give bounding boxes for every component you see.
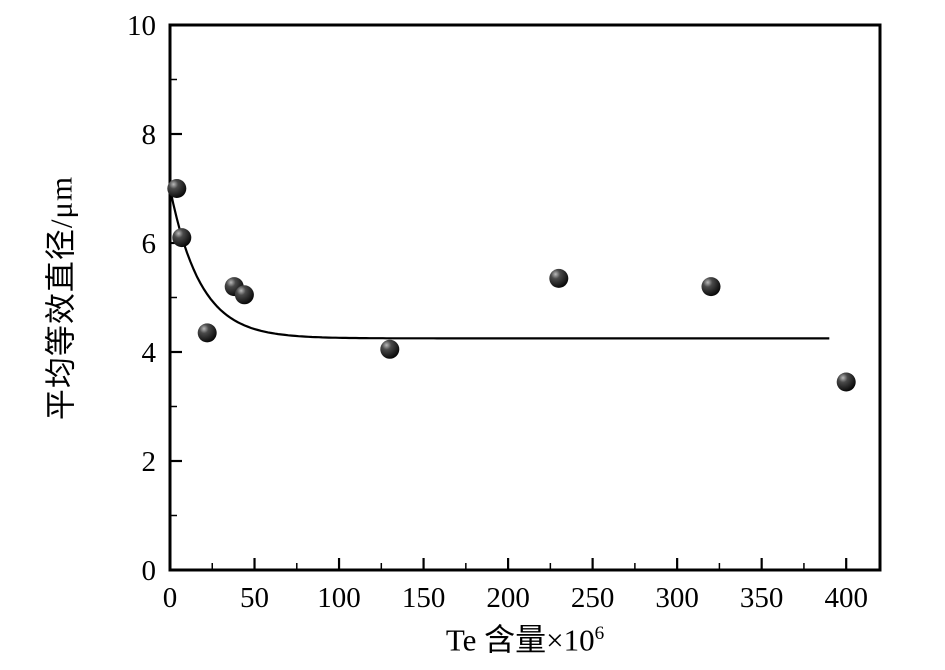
x-tick-label: 250 <box>571 582 615 614</box>
y-tick-label: 6 <box>142 228 157 260</box>
x-axis-label-text: Te 含量×10 <box>445 622 595 658</box>
x-tick-label: 200 <box>486 582 530 614</box>
data-point <box>836 372 856 392</box>
x-axis-label-exponent: 6 <box>594 623 605 645</box>
data-point <box>167 179 187 198</box>
y-tick-label: 0 <box>142 555 157 587</box>
data-points <box>167 179 856 392</box>
x-tick-label: 50 <box>240 582 269 614</box>
axis-frame <box>168 23 882 572</box>
tick-labels: 0 50 100 150 200 250 300 350 400 0 2 4 6 8 10 <box>127 10 868 614</box>
data-point <box>234 285 254 305</box>
y-tick-label: 8 <box>142 119 157 151</box>
y-axis-label: 平均等效直径/μm <box>36 176 81 420</box>
x-axis-label: Te 含量×106 <box>446 615 604 660</box>
y-axis-label-text: 平均等效直径/μm <box>43 175 79 421</box>
data-point <box>549 268 569 288</box>
y-tick-label: 2 <box>142 446 157 478</box>
data-point <box>701 277 721 297</box>
y-tick-label: 10 <box>127 10 156 42</box>
x-tick-label: 300 <box>655 582 699 614</box>
x-tick-label: 150 <box>402 582 446 614</box>
y-tick-label: 4 <box>142 337 157 369</box>
data-point <box>172 228 192 248</box>
x-tick-label: 100 <box>317 582 361 614</box>
data-point <box>197 323 217 343</box>
data-point <box>380 339 400 359</box>
x-tick-label: 0 <box>163 582 178 614</box>
x-tick-label: 400 <box>824 582 868 614</box>
axis-ticks <box>168 23 848 572</box>
fit-curve <box>168 188 830 340</box>
x-tick-label: 350 <box>740 582 784 614</box>
